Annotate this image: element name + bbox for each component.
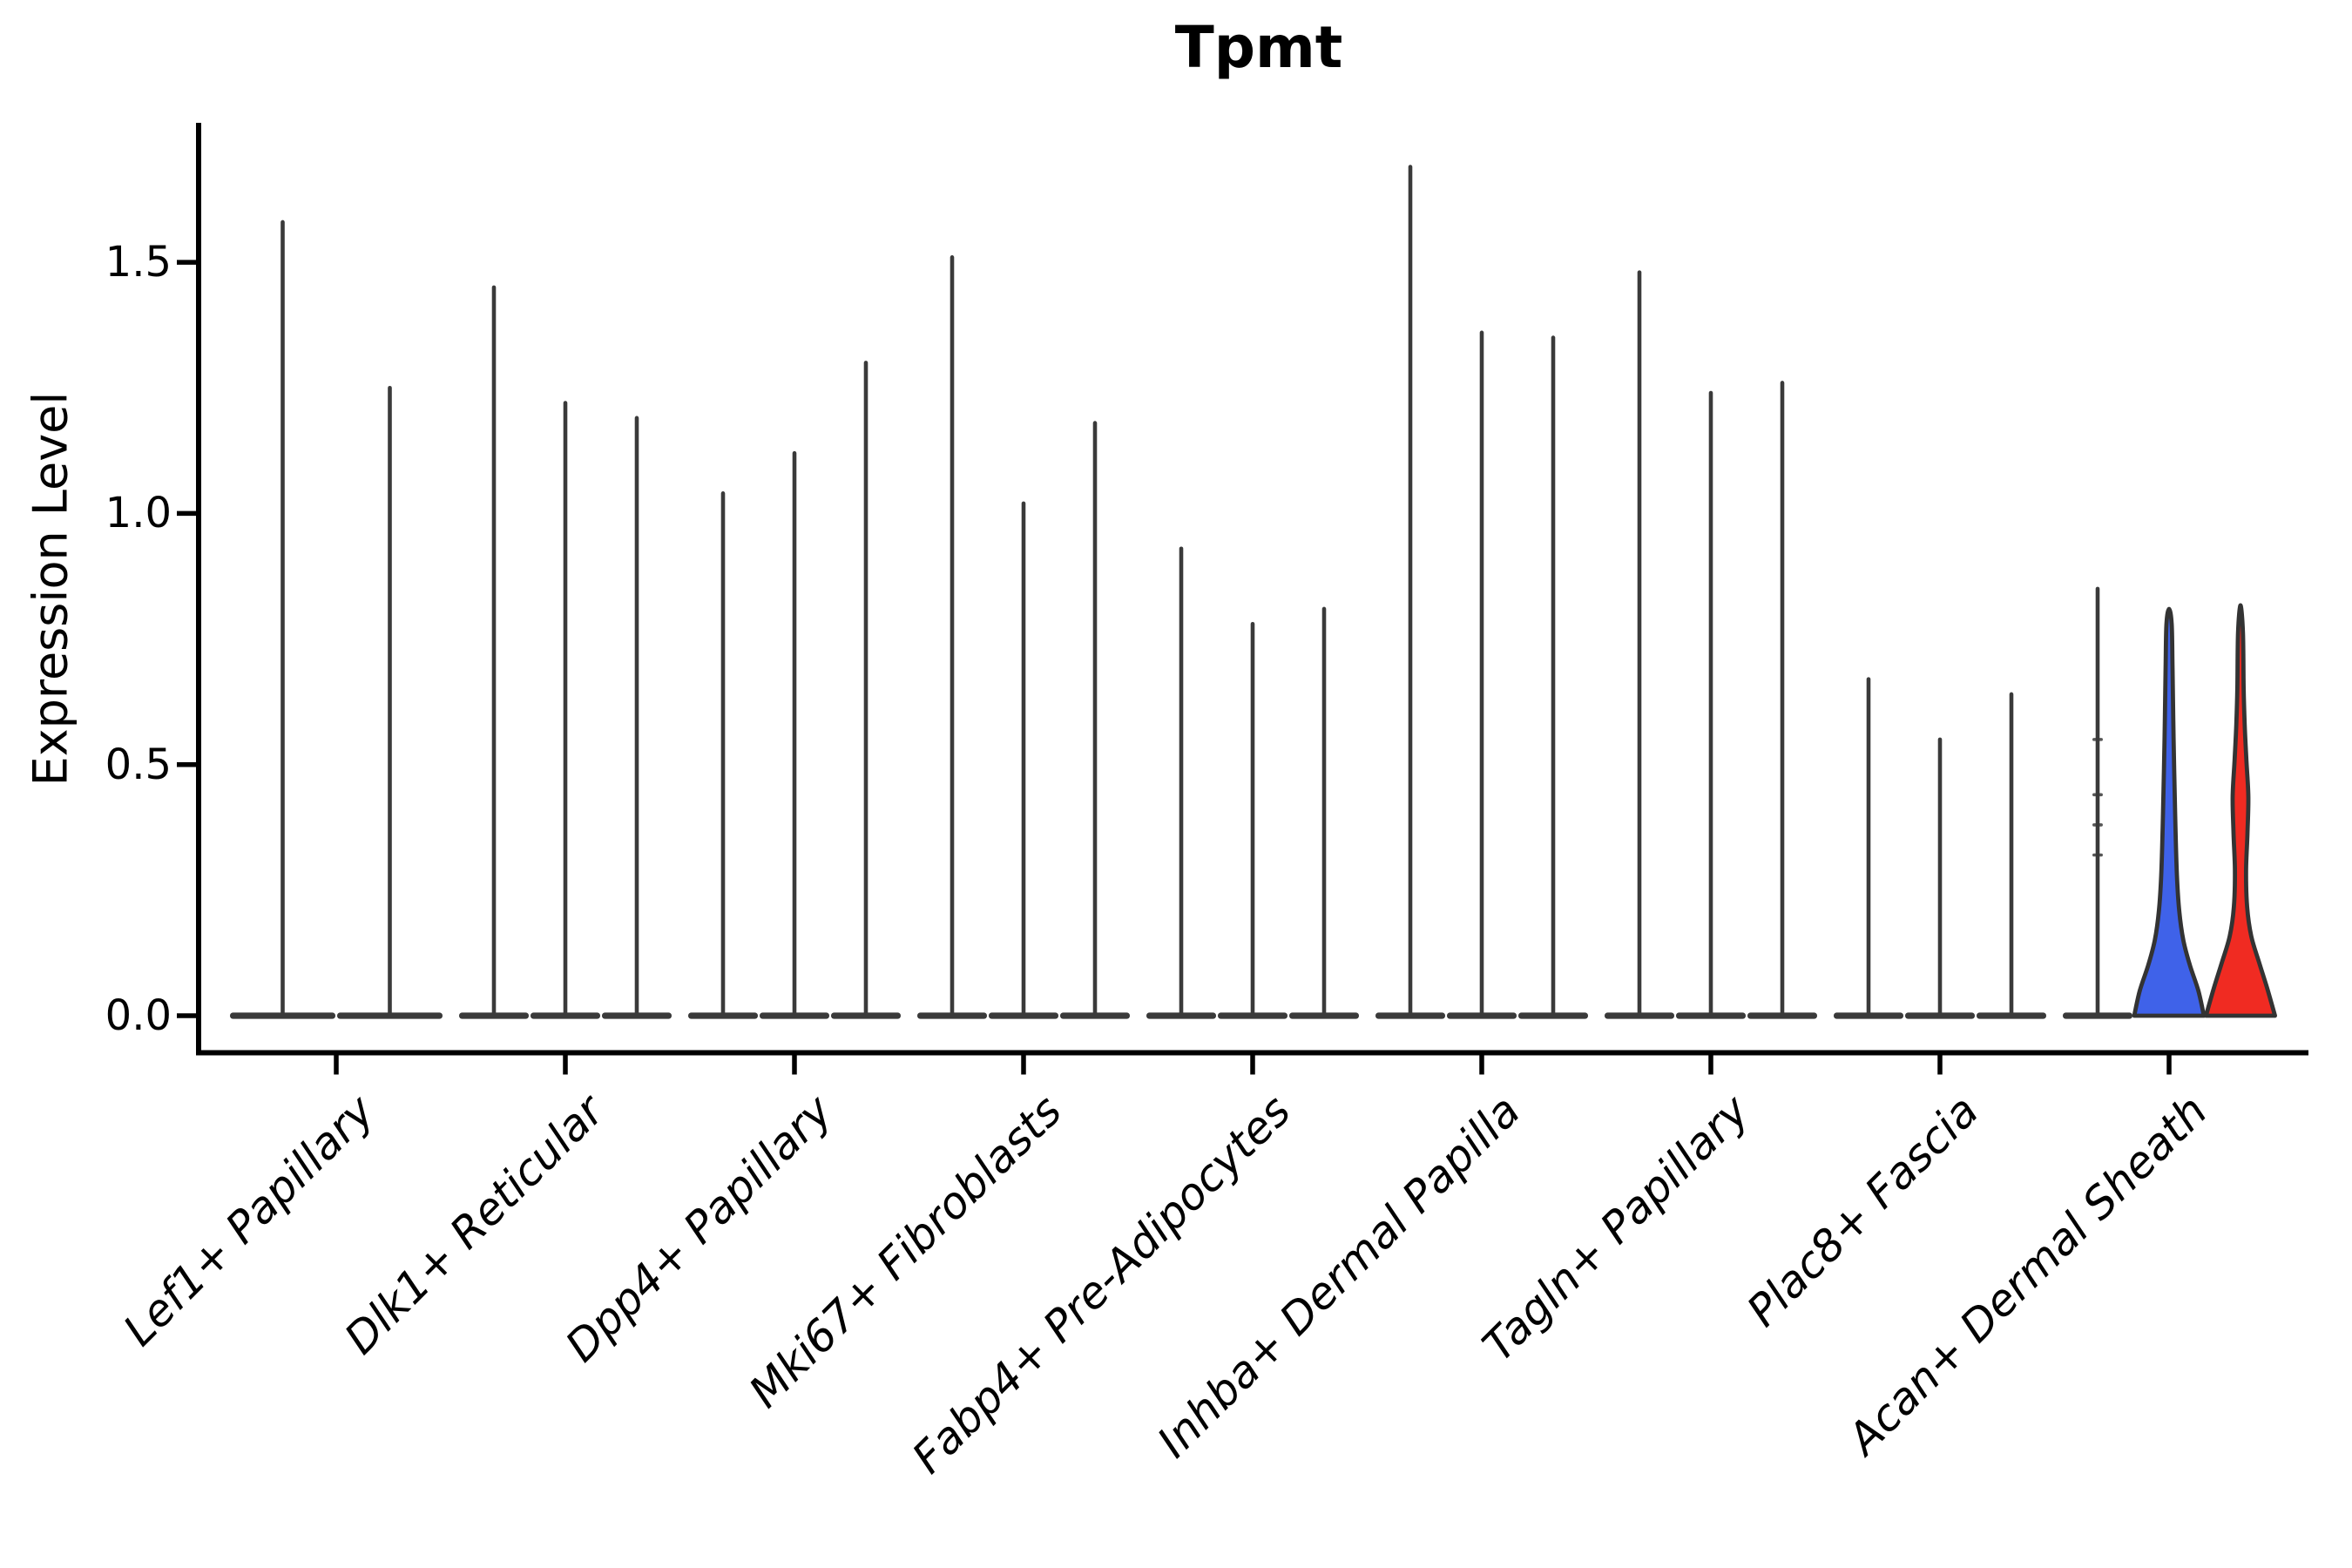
violin-filled xyxy=(2132,606,2207,1018)
chart-title: Tpmt xyxy=(1174,14,1343,81)
violin-filled xyxy=(2204,603,2277,1018)
violin-bump xyxy=(2092,853,2103,857)
y-tick-label: 0.5 xyxy=(105,740,172,789)
y-tick-label: 0.0 xyxy=(105,991,172,1040)
y-tick-label: 1.5 xyxy=(105,238,172,287)
violin-bump xyxy=(2092,738,2103,741)
violin-bump xyxy=(2092,823,2103,827)
violin-bump xyxy=(2092,793,2103,797)
y-tick-label: 1.0 xyxy=(105,489,172,538)
y-axis-label: Expression Level xyxy=(23,391,78,787)
